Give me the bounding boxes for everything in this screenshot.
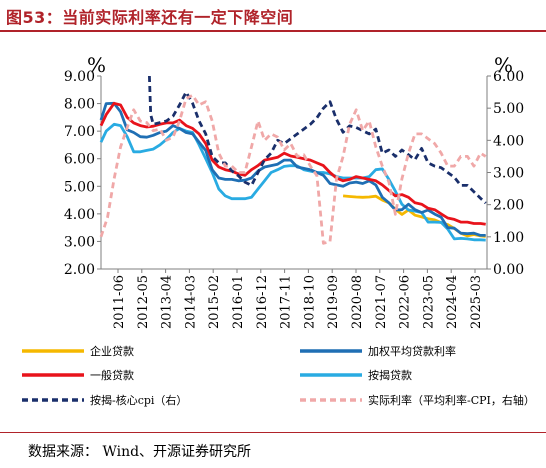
left-tick-label: 3.00	[64, 234, 95, 250]
series-line	[99, 101, 486, 237]
left-axis-unit: %	[87, 53, 106, 77]
x-tick-label: 2025-03	[469, 275, 484, 329]
right-tick-label: 5.00	[493, 101, 524, 117]
source-divider	[0, 432, 546, 433]
figure-title: 图53：当前实际利率还有一定下降空间	[6, 8, 294, 27]
series-line	[148, 75, 487, 205]
x-axis-ticks: 2011-06 2012-05 2013-04 2014-03 2015-02 2016-…	[112, 269, 484, 329]
legend-label: 一般贷款	[90, 368, 134, 382]
left-tick-label: 2.00	[64, 262, 95, 278]
left-tick-label: 4.00	[64, 207, 95, 223]
x-tick-label: 2024-04	[445, 275, 460, 329]
left-axis-ticks: 2.00 3.00 4.00 5.00 6.00 7.00 8.00 9.00	[64, 69, 101, 278]
x-tick-label: 2013-04	[160, 275, 175, 329]
left-tick-label: 7.00	[64, 124, 95, 140]
x-tick-label: 2011-06	[112, 275, 127, 329]
right-tick-label: 2.00	[493, 198, 524, 214]
right-tick-label: 6.00	[493, 69, 524, 85]
left-tick-label: 5.00	[64, 179, 95, 195]
right-tick-label: 0.00	[493, 262, 524, 278]
title-divider	[0, 30, 546, 32]
x-tick-label: 2017-11	[279, 275, 294, 329]
left-tick-label: 6.00	[64, 152, 95, 168]
x-tick-label: 2022-06	[398, 275, 413, 329]
legend-label: 按揭-核心cpi（右）	[90, 393, 187, 407]
right-tick-label: 4.00	[493, 133, 524, 149]
plot-frame	[100, 76, 488, 270]
series-layer	[99, 75, 487, 245]
right-axis-unit: %	[494, 53, 513, 77]
right-tick-label: 1.00	[493, 230, 524, 246]
x-tick-label: 2014-03	[183, 275, 198, 329]
legend-label: 企业贷款	[90, 344, 134, 358]
series-line	[99, 101, 486, 226]
x-tick-label: 2018-10	[302, 275, 317, 329]
left-tick-label: 9.00	[64, 69, 95, 85]
legend-label: 实际利率（平均利率-CPI，右轴）	[368, 393, 535, 407]
x-tick-label: 2021-07	[374, 275, 389, 329]
x-tick-label: 2016-01	[231, 275, 246, 329]
x-tick-label: 2016-12	[255, 275, 270, 329]
x-tick-label: 2012-05	[136, 275, 151, 329]
x-tick-label: 2020-08	[350, 275, 365, 329]
right-tick-label: 3.00	[493, 166, 524, 182]
right-axis-ticks: 0.00 1.00 2.00 3.00 4.00 5.00 6.00	[487, 69, 524, 278]
source-note: 数据来源： Wind、开源证券研究所	[28, 444, 252, 460]
series-line	[99, 122, 486, 242]
left-tick-label: 8.00	[64, 97, 95, 113]
x-tick-label: 2023-05	[421, 275, 436, 329]
legend-label: 加权平均贷款利率	[368, 344, 456, 358]
x-tick-label: 2019-09	[326, 275, 341, 329]
legend-label: 按揭贷款	[368, 368, 412, 382]
x-tick-label: 2015-02	[207, 275, 222, 329]
